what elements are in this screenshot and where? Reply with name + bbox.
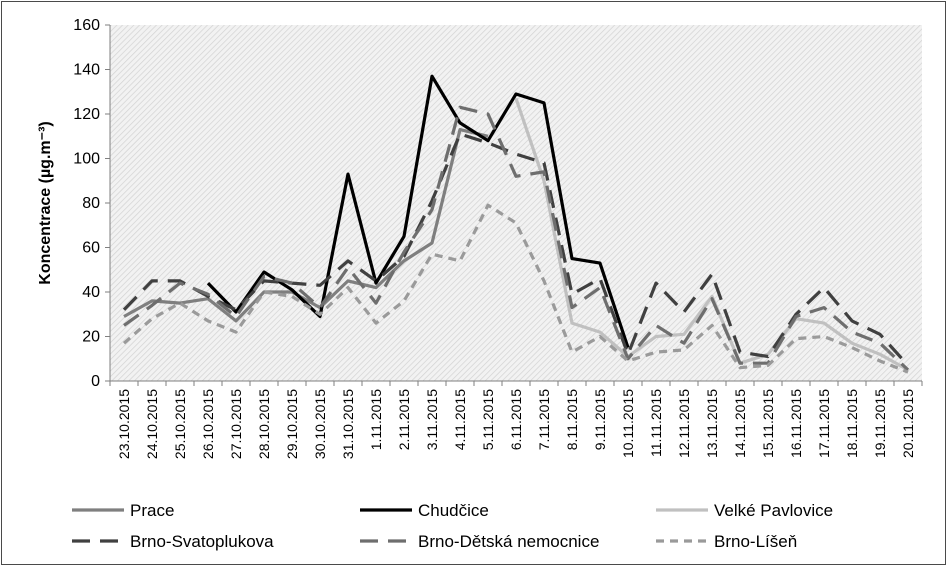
x-tick-label: 26.10.2015 [200,389,216,459]
x-tick-label: 15.11.2015 [760,389,776,458]
legend-label-1: Prace [130,501,174,520]
x-tick-label: 7.11.2015 [536,389,552,450]
y-axis: 0 20 40 60 80 100 120 140 160 [73,17,111,390]
y-tick-label: 20 [82,329,100,346]
y-tick-label: 0 [91,373,100,390]
x-tick-label: 19.11.2015 [872,389,888,458]
x-tick-label: 2.11.2015 [396,389,412,450]
x-tick-label: 12.11.2015 [676,389,692,458]
x-tick-label: 10.11.2015 [620,389,636,458]
y-tick-label: 60 [82,240,100,257]
y-tick-label: 140 [73,62,100,79]
legend-label-2: Chudčice [418,501,489,520]
x-tick-label: 6.11.2015 [508,389,524,450]
x-tick-label: 16.11.2015 [788,389,804,458]
x-tick-label: 31.10.2015 [340,389,356,459]
plot-area [110,25,922,381]
x-tick-label: 29.10.2015 [284,389,300,459]
x-tick-label: 4.11.2015 [452,389,468,450]
x-axis: 23.10.2015 24.10.2015 25.10.2015 26.10.2015… [109,380,923,459]
legend-label-5: Brno-Dětská nemocnice [418,532,599,551]
y-tick-label: 120 [73,106,100,123]
series-line-3 [514,97,909,372]
x-tick-label: 8.11.2015 [564,389,580,450]
legend-label-3: Velké Pavlovice [714,501,833,520]
y-axis-label: Koncentrace (µg.m⁻³) [37,121,54,284]
x-tick-label: 17.11.2015 [816,389,832,458]
legend: Prace Chudčice Velké Pavlovice Brno-Svatopl… [72,501,833,551]
x-tick-label: 5.11.2015 [480,389,496,450]
x-tick-label: 11.11.2015 [648,389,664,457]
x-tick-label: 9.11.2015 [592,389,608,450]
x-tick-label: 25.10.2015 [172,389,188,459]
y-tick-label: 80 [82,195,100,212]
series-line-1 [123,128,489,323]
x-tick-label: 13.11.2015 [704,389,720,458]
x-tick-label: 18.11.2015 [844,389,860,458]
x-tick-label: 30.10.2015 [312,389,328,459]
y-tick-label: 160 [73,17,100,34]
series-lines [122,74,910,374]
x-tick-label: 3.11.2015 [424,389,440,450]
y-tick-label: 100 [73,151,100,168]
series-line-4 [122,132,910,367]
x-tick-label: 24.10.2015 [144,389,160,459]
legend-label-4: Brno-Svatoplukova [130,532,274,551]
x-tick-label: 20.11.2015 [900,389,916,458]
series-line-5 [123,105,910,372]
x-tick-label: 1.11.2015 [368,389,384,450]
x-tick-label: 28.10.2015 [256,389,272,459]
x-tick-label: 27.10.2015 [228,389,244,459]
legend-label-6: Brno-Líšeň [714,532,797,551]
x-tick-label: 14.11.2015 [732,389,748,458]
y-tick-label: 40 [82,284,100,301]
x-tick-label: 23.10.2015 [116,389,132,459]
